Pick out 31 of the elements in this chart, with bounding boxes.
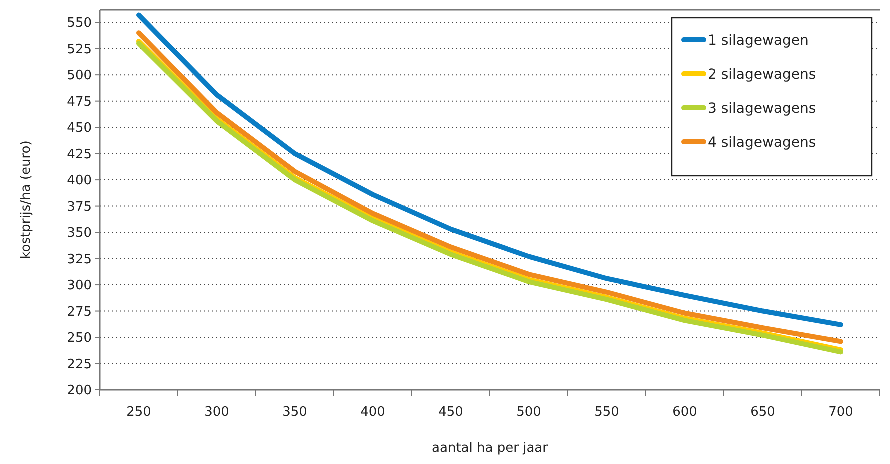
y-tick-label: 400 [67,174,92,189]
y-tick-label: 225 [67,357,92,372]
y-tick-label: 475 [67,94,92,110]
x-axis-title: aantal ha per jaar [432,441,549,456]
x-tick-label: 550 [594,405,620,420]
x-tick-label: 600 [672,405,698,420]
y-tick-label: 525 [67,42,92,58]
y-tick-label: 450 [67,121,92,136]
y-tick-label: 325 [67,252,92,268]
legend-label: 1 silagewagen [708,32,809,49]
y-tick-label: 350 [67,226,92,242]
y-tick-label: 250 [67,331,92,346]
y-tick-label: 300 [67,278,92,294]
x-tick-label: 300 [204,405,230,420]
x-tick-label: 400 [360,405,386,420]
x-tick-label: 700 [828,405,854,420]
y-tick-label: 375 [67,200,92,215]
x-tick-label: 450 [438,405,464,420]
legend-label: 2 silagewagens [708,66,816,83]
y-tick-label: 425 [67,147,92,162]
y-tick-label: 275 [67,304,92,320]
x-tick-label: 650 [750,405,776,420]
x-tick-label: 500 [516,405,542,420]
legend-label: 3 silagewagens [708,100,816,117]
y-tick-label: 500 [67,68,92,84]
y-tick-label: 550 [67,16,92,32]
x-tick-label: 350 [282,405,308,420]
legend-label: 4 silagewagens [708,134,816,151]
y-axis-title: kostprijs/ha (euro) [19,140,34,260]
y-tick-label: 200 [67,384,92,399]
x-tick-label: 250 [126,405,152,420]
